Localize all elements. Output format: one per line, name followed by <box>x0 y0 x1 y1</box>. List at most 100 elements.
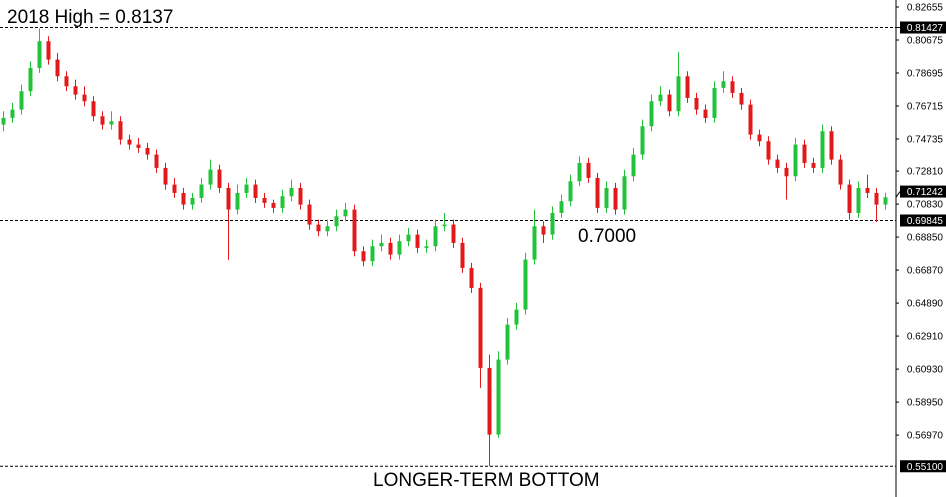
candle <box>325 219 330 237</box>
candle <box>145 142 150 160</box>
candle-body <box>820 131 825 168</box>
candle <box>55 52 60 82</box>
candle <box>118 116 123 145</box>
candle-body <box>253 184 258 198</box>
candle-body <box>505 324 510 360</box>
candle-body <box>334 216 339 227</box>
candle <box>559 194 564 218</box>
annotation-support-level: 0.7000 <box>578 226 637 247</box>
candle-body <box>496 359 501 435</box>
candle <box>28 61 33 97</box>
candle-body <box>289 187 294 197</box>
y-tick-label: 0.78695 <box>907 69 944 80</box>
candle-body <box>577 162 582 182</box>
candle-body <box>757 134 762 142</box>
candle <box>649 94 654 132</box>
candle <box>505 317 510 365</box>
candle <box>739 87 744 110</box>
candle <box>829 126 834 165</box>
candle-body <box>379 242 384 247</box>
candle-body <box>451 224 456 243</box>
y-tick-label: 0.82655 <box>907 3 944 14</box>
candle <box>712 81 717 123</box>
candle-body <box>703 109 708 118</box>
candle <box>514 302 519 330</box>
candle <box>10 102 15 123</box>
candle-body <box>793 144 798 177</box>
candle-body <box>361 251 366 262</box>
candle <box>856 181 861 218</box>
candle <box>289 179 294 202</box>
y-tick-label: 0.76715 <box>907 102 944 113</box>
candle <box>577 156 582 187</box>
candle <box>316 219 321 237</box>
candle <box>37 28 42 73</box>
candle <box>424 239 429 253</box>
candle-body <box>838 159 843 185</box>
candle <box>883 192 888 210</box>
candles <box>1 28 888 467</box>
candle <box>190 192 195 210</box>
candle <box>604 181 609 213</box>
candle-body <box>514 309 519 325</box>
candle <box>262 192 267 208</box>
candle-body <box>316 224 321 232</box>
candle-body <box>766 141 771 160</box>
candle-body <box>154 154 159 168</box>
candle-body <box>649 101 654 127</box>
candle <box>442 212 447 232</box>
candle <box>847 179 852 220</box>
candle <box>640 119 645 160</box>
candle-body <box>433 226 438 247</box>
annotation-longer-term-bottom: LONGER-TERM BOTTOM <box>373 470 600 491</box>
candle-body <box>109 121 114 125</box>
candle-body <box>388 242 393 255</box>
candle <box>676 52 681 117</box>
candle <box>307 199 312 230</box>
candle-body <box>622 176 627 210</box>
candle <box>244 177 249 198</box>
candle-body <box>343 209 348 217</box>
candle <box>703 104 708 123</box>
price-label-box <box>900 214 946 227</box>
candle <box>415 229 420 253</box>
candle-body <box>640 126 645 155</box>
candle <box>208 159 213 190</box>
candle-body <box>208 169 213 185</box>
candle-body <box>829 131 834 160</box>
candle <box>793 137 798 182</box>
candle <box>469 262 474 293</box>
candle <box>388 237 393 260</box>
candle <box>100 111 105 130</box>
candle <box>91 96 96 122</box>
candle <box>811 157 816 173</box>
candle <box>217 164 222 193</box>
candle <box>631 147 636 182</box>
candle <box>622 169 627 215</box>
candle <box>595 172 600 213</box>
candle-body <box>523 259 528 310</box>
candle <box>361 246 366 267</box>
candle-body <box>244 184 249 193</box>
candle <box>271 199 276 213</box>
candle-body <box>685 76 690 98</box>
candle <box>46 36 51 65</box>
candle-body <box>325 226 330 232</box>
candle-body <box>559 201 564 213</box>
candle <box>766 136 771 165</box>
y-tick-label: 0.62910 <box>907 332 944 343</box>
candle <box>730 76 735 98</box>
candle-body <box>532 226 537 260</box>
candle-body <box>487 367 492 435</box>
candle <box>64 71 69 92</box>
y-tick-label: 0.70830 <box>907 200 944 211</box>
candle <box>667 89 672 117</box>
candle <box>181 187 186 210</box>
candle <box>523 252 528 315</box>
candle <box>235 184 240 215</box>
candle-body <box>55 59 60 77</box>
candle-body <box>658 94 663 102</box>
price-axis: 0.82655 0.80675 0.78695 0.76715 0.74735 0.728… <box>895 0 946 497</box>
candle <box>82 86 87 107</box>
candle <box>541 221 546 243</box>
